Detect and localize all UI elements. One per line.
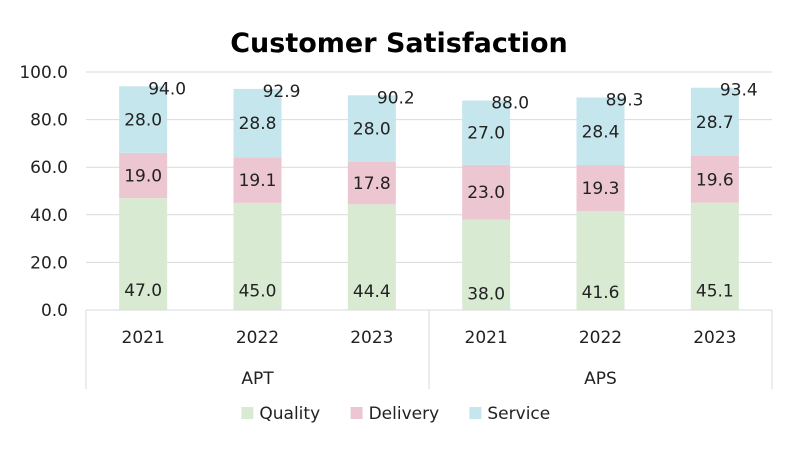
x-axis: 2021 2022 2023 APT 2021 2022 2023 APS (85, 309, 773, 389)
bar-segment-delivery (576, 165, 625, 211)
bar-segment-delivery (690, 156, 739, 203)
data-label: 45.1 (696, 282, 734, 302)
data-label: 47.0 (124, 281, 162, 301)
bars (119, 86, 739, 310)
data-label: 28.0 (124, 111, 162, 131)
total-label: 93.4 (720, 81, 758, 101)
data-label: 44.4 (353, 282, 391, 302)
total-label: 94.0 (148, 79, 186, 99)
y-tick-label: 60.0 (30, 158, 68, 178)
y-tick-label: 40.0 (30, 206, 68, 226)
data-label: 28.4 (582, 122, 620, 142)
data-label: 19.0 (124, 167, 162, 187)
bar-segment-quality (576, 210, 625, 310)
legend-item: Service (469, 404, 550, 424)
bar-segment-delivery (347, 161, 396, 205)
legend-swatch (350, 407, 363, 419)
bar-segment-delivery (233, 157, 282, 203)
group-label: APT (241, 369, 274, 389)
y-axis-tick-labels: 0.0 20.0 40.0 60.0 80.0 100.0 (19, 63, 68, 321)
data-labels: 47.0 19.0 28.0 94.0 45.0 19.1 28.8 92.9 44.4 17.8… (124, 79, 758, 304)
bar-segment-service (119, 86, 168, 153)
x-tick-label: 2022 (236, 328, 279, 348)
bar-segment-delivery (119, 152, 168, 199)
y-tick-label: 80.0 (30, 111, 68, 131)
data-label: 23.0 (467, 183, 505, 203)
total-label: 89.3 (606, 90, 644, 110)
data-label: 19.6 (696, 170, 734, 190)
bar-segment-quality (690, 202, 739, 310)
total-label: 92.9 (263, 82, 301, 102)
legend-item: Quality (241, 404, 320, 424)
x-tick-label: 2023 (350, 328, 393, 348)
x-tick-label: 2021 (465, 328, 508, 348)
x-tick-label: 2021 (122, 328, 165, 348)
y-tick-label: 100.0 (19, 63, 68, 83)
data-label: 41.6 (582, 283, 620, 303)
bar-segment-quality (119, 198, 168, 310)
total-label: 90.2 (377, 88, 415, 108)
legend-label: Delivery (369, 404, 440, 424)
data-label: 19.1 (239, 171, 277, 191)
bar-segment-service (690, 87, 739, 157)
legend-label: Service (487, 404, 550, 424)
data-label: 17.8 (353, 174, 391, 194)
data-label: 28.0 (353, 120, 391, 140)
data-label: 28.8 (239, 114, 277, 134)
gridlines (86, 71, 772, 263)
data-label: 38.0 (467, 285, 505, 305)
bar-segment-service (576, 97, 625, 166)
x-tick-label: 2022 (579, 328, 622, 348)
bar-segment-quality (233, 202, 282, 310)
x-tick-label: 2023 (693, 328, 736, 348)
legend-swatch (241, 407, 254, 419)
bar-segment-quality (347, 204, 396, 310)
bar-segment-service (462, 100, 511, 165)
bar-segment-service (347, 95, 396, 162)
data-label: 27.0 (467, 124, 505, 144)
bar-segment-service (233, 88, 282, 158)
legend-item: Delivery (350, 404, 440, 424)
bar-segment-delivery (462, 164, 511, 220)
y-tick-label: 0.0 (41, 301, 68, 321)
legend-swatch (469, 407, 482, 419)
legend: Quality Delivery Service (241, 404, 550, 424)
group-label: APS (584, 369, 617, 389)
y-tick-label: 20.0 (30, 253, 68, 273)
total-label: 88.0 (491, 94, 529, 114)
legend-label: Quality (259, 404, 320, 424)
data-label: 19.3 (582, 179, 620, 199)
data-label: 45.0 (239, 282, 277, 302)
bar-segment-quality (462, 219, 511, 310)
data-label: 28.7 (696, 113, 734, 133)
chart-title: Customer Satisfaction (230, 28, 568, 59)
